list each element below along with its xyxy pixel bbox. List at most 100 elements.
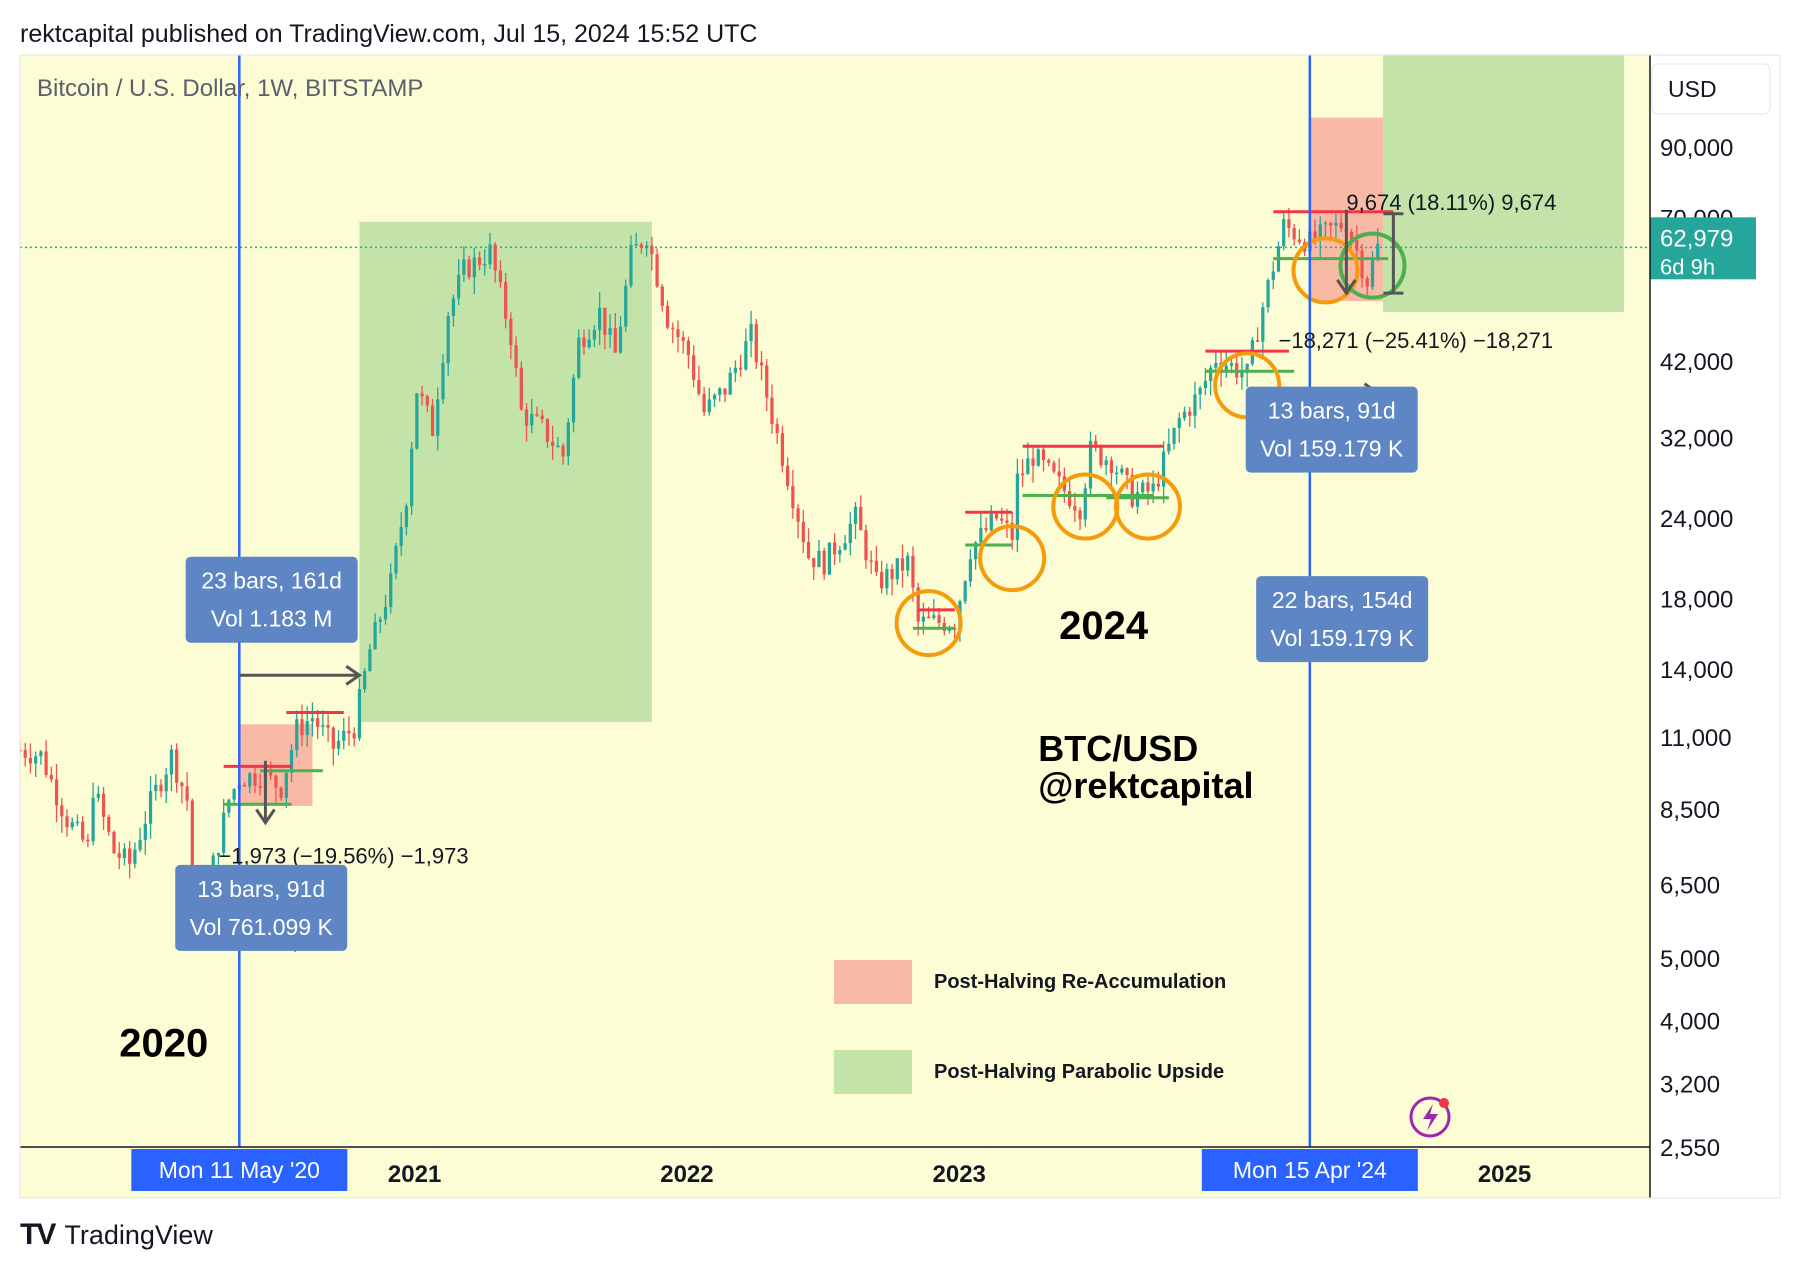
candle <box>524 403 529 442</box>
candle-body <box>1010 522 1014 540</box>
range-label-box: 13 bars, 91d Vol 761.099 K <box>175 864 348 951</box>
candle <box>472 247 476 295</box>
candle-body <box>984 528 988 531</box>
candle-body <box>368 649 372 672</box>
arrow-head <box>255 808 276 826</box>
candle-body <box>232 789 236 800</box>
measure-bracket <box>1383 212 1404 295</box>
candle-body <box>801 521 805 543</box>
candle-body <box>827 542 832 575</box>
candle <box>1297 229 1302 245</box>
candle <box>498 260 503 288</box>
range-text: 23 bars, 161d <box>201 568 342 594</box>
candle <box>1198 385 1202 410</box>
candle-body <box>399 526 403 546</box>
candle-body <box>1224 365 1228 371</box>
candle <box>587 329 591 349</box>
candle-body <box>556 445 560 448</box>
candle-body <box>310 718 315 722</box>
candle <box>853 501 858 540</box>
footer-brand[interactable]: TradingView <box>64 1219 213 1250</box>
candle-body <box>1130 474 1134 507</box>
candle-body <box>284 772 288 798</box>
candle-body <box>451 298 456 317</box>
candle-body <box>566 422 570 457</box>
candle-body <box>467 259 471 278</box>
candle <box>624 279 628 332</box>
candle <box>20 740 22 753</box>
candle-body <box>1313 231 1317 241</box>
candle <box>117 841 121 870</box>
candle-body <box>175 749 179 783</box>
candle-body <box>906 555 910 571</box>
candle-body <box>1360 250 1364 279</box>
candle-body <box>378 619 382 622</box>
y-tick-label: 14,000 <box>1660 657 1733 684</box>
candle-body <box>227 799 231 813</box>
candle-body <box>1182 411 1187 419</box>
candle <box>535 406 539 417</box>
tradingview-logo-icon[interactable]: TV <box>20 1218 56 1251</box>
candle-body <box>1208 367 1213 381</box>
candle-body <box>1240 372 1244 378</box>
candle <box>509 312 513 360</box>
currency-button[interactable]: USD <box>1651 63 1771 115</box>
candle-body <box>430 405 435 436</box>
candle <box>770 384 774 434</box>
range-text: Vol 159.179 K <box>1260 436 1404 462</box>
candle-body <box>352 733 356 739</box>
candle <box>34 751 38 777</box>
candle-body <box>1365 278 1369 287</box>
candle-body <box>1349 231 1354 241</box>
candle <box>1078 507 1082 531</box>
candle <box>1120 464 1124 476</box>
candle-body <box>1141 482 1145 493</box>
candle <box>279 786 283 801</box>
candle-body <box>1031 458 1035 466</box>
candle-body <box>86 839 90 842</box>
candle <box>1130 468 1134 509</box>
candle <box>885 563 889 595</box>
candle-body <box>143 823 147 840</box>
candle <box>1188 406 1192 427</box>
candle <box>289 743 294 783</box>
candle <box>357 678 362 742</box>
last-price-value: 62,979 <box>1660 225 1733 252</box>
candle-body <box>1203 380 1208 388</box>
candle <box>571 374 576 433</box>
last-price-bg <box>1650 217 1756 280</box>
candle-body <box>775 423 779 434</box>
candle <box>477 251 482 271</box>
candle-body <box>812 558 816 568</box>
arrow-head <box>345 665 363 686</box>
candle-body <box>1151 483 1155 492</box>
currency-button-bg <box>1651 63 1771 115</box>
candle-body <box>1318 224 1322 241</box>
range-arrow <box>239 665 363 686</box>
candle-body <box>989 514 993 531</box>
candle-body <box>524 409 529 426</box>
candle-body <box>806 542 811 559</box>
candle <box>911 546 915 602</box>
candle <box>754 318 758 369</box>
parabolic-zone <box>1382 55 1624 313</box>
candle-body <box>1339 222 1343 229</box>
candle <box>107 814 111 836</box>
candle <box>1094 434 1098 452</box>
candle <box>326 714 330 742</box>
candle <box>138 827 142 852</box>
orange-circle <box>1291 236 1360 305</box>
candle <box>749 310 753 358</box>
candle <box>1182 406 1187 421</box>
candle <box>49 766 53 783</box>
candle-body <box>1172 427 1176 444</box>
candle-body <box>1355 240 1359 251</box>
candle-body <box>1047 460 1051 463</box>
candle <box>551 425 555 460</box>
candle-body <box>420 393 424 397</box>
candle-body <box>911 555 915 588</box>
candle-body <box>20 749 22 752</box>
candle <box>81 816 85 843</box>
candle-body <box>571 377 576 423</box>
